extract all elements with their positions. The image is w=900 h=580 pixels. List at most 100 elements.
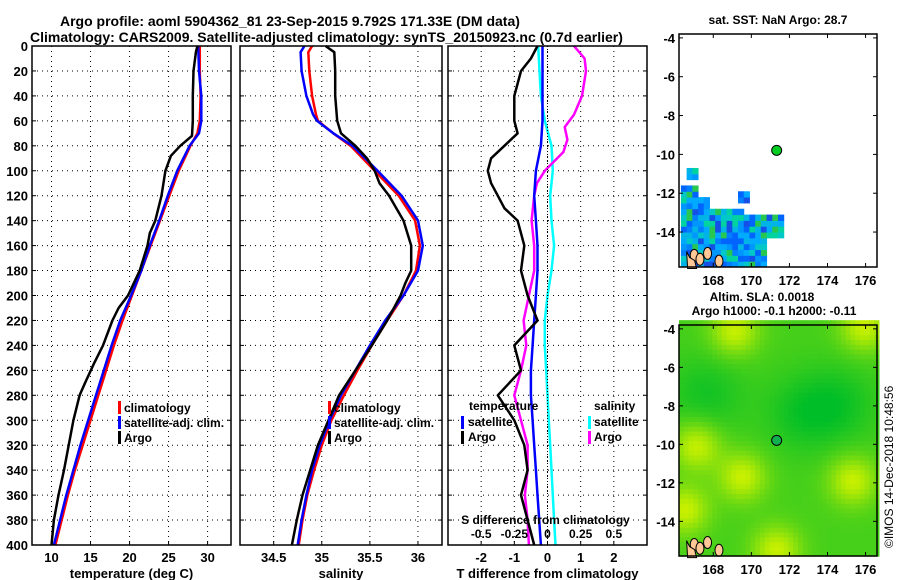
sla-cell bbox=[859, 349, 866, 355]
sla-cell bbox=[817, 387, 823, 393]
sla-cell bbox=[859, 551, 866, 557]
sla-cell bbox=[840, 325, 847, 331]
sla-cell bbox=[778, 373, 785, 379]
sla-cell bbox=[736, 536, 742, 543]
x-tick-label: 0 bbox=[544, 550, 551, 565]
sla-cell bbox=[788, 329, 794, 336]
sla-cell bbox=[759, 363, 766, 369]
sla-cell bbox=[831, 334, 837, 341]
sla-cell bbox=[850, 416, 856, 422]
sla-cell bbox=[774, 353, 780, 360]
sla-cell bbox=[850, 320, 856, 326]
sla-cell bbox=[826, 344, 832, 350]
sla-cell bbox=[717, 416, 723, 422]
legend-label-climatology: climatology bbox=[334, 401, 401, 415]
sla-cell bbox=[717, 363, 723, 369]
sla-cell bbox=[778, 488, 785, 495]
sla-cell bbox=[688, 512, 694, 519]
sla-cell bbox=[726, 474, 732, 480]
sla-cell bbox=[826, 435, 832, 442]
sla-cell bbox=[721, 488, 728, 495]
sla-cell bbox=[688, 426, 694, 432]
sst-cell bbox=[720, 255, 728, 262]
sla-cell bbox=[845, 349, 851, 355]
sla-cell bbox=[807, 493, 813, 499]
sla-cell bbox=[769, 368, 775, 374]
sla-cell bbox=[759, 387, 766, 393]
sla-cell bbox=[721, 363, 728, 369]
sla-cell bbox=[769, 546, 775, 552]
sla-cell bbox=[802, 546, 809, 552]
sla-cell bbox=[821, 421, 828, 427]
sla-cell bbox=[693, 464, 699, 470]
sla-cell bbox=[712, 459, 718, 466]
sla-cell bbox=[707, 445, 713, 451]
sla-cell bbox=[755, 454, 761, 461]
sla-cell bbox=[698, 334, 704, 341]
sla-cell bbox=[831, 421, 837, 427]
sla-cell bbox=[850, 536, 856, 543]
sla-cell bbox=[817, 430, 823, 437]
sla-cell bbox=[821, 507, 828, 514]
sla-cell bbox=[812, 435, 818, 442]
sst-cell bbox=[686, 243, 693, 251]
sla-cell bbox=[826, 464, 832, 470]
sla-cell bbox=[750, 488, 756, 495]
sla-cell bbox=[750, 363, 756, 369]
sla-cell bbox=[864, 382, 870, 389]
sla-cell bbox=[731, 440, 737, 446]
sla-cell bbox=[740, 522, 747, 528]
sla-cell bbox=[812, 464, 818, 470]
sla-cell bbox=[769, 349, 775, 355]
sla-cell bbox=[793, 430, 799, 437]
sla-cell bbox=[793, 483, 799, 490]
sla-cell bbox=[683, 527, 690, 533]
sla-cell bbox=[721, 454, 728, 461]
sla-cell bbox=[740, 397, 747, 403]
sla-cell bbox=[840, 406, 847, 413]
sla-cell bbox=[698, 411, 704, 418]
sst-cell bbox=[755, 220, 762, 227]
sla-cell bbox=[836, 454, 842, 461]
sla-cell bbox=[850, 426, 856, 432]
sla-cell bbox=[755, 469, 761, 475]
sst-cell bbox=[680, 202, 688, 210]
sla-cell bbox=[783, 349, 790, 355]
sla-cell bbox=[702, 479, 709, 485]
sla-cell bbox=[764, 527, 771, 533]
sla-cell bbox=[864, 406, 870, 413]
sla-cell bbox=[731, 479, 737, 485]
sla-cell bbox=[778, 522, 785, 528]
sla-cell bbox=[745, 498, 751, 504]
sla-cell bbox=[845, 440, 851, 446]
sla-cell bbox=[712, 382, 718, 389]
sla-cell bbox=[736, 411, 742, 418]
sla-cell bbox=[797, 493, 804, 499]
sla-cell bbox=[707, 440, 713, 446]
sla-cell bbox=[869, 329, 875, 336]
sla-cell bbox=[698, 397, 704, 403]
sla-cell bbox=[702, 527, 709, 533]
sla-cell bbox=[826, 416, 832, 422]
sla-cell bbox=[812, 416, 818, 422]
sla-cell bbox=[740, 474, 747, 480]
sla-cell bbox=[850, 334, 856, 341]
sla-cell bbox=[726, 531, 732, 538]
sla-cell bbox=[797, 329, 804, 336]
sla-cell bbox=[859, 411, 866, 418]
sst-cell bbox=[760, 249, 768, 256]
sla-cell bbox=[769, 498, 775, 504]
sla-cell bbox=[755, 344, 761, 350]
sla-cell bbox=[717, 454, 723, 461]
sla-cell bbox=[736, 421, 742, 427]
sla-cell bbox=[831, 479, 837, 485]
sla-cell bbox=[769, 541, 775, 547]
sla-cell bbox=[759, 483, 766, 490]
sla-cell bbox=[778, 363, 785, 369]
sla-cell bbox=[707, 397, 713, 403]
sla-cell bbox=[850, 493, 856, 499]
sla-cell bbox=[702, 531, 709, 538]
sst-cell bbox=[743, 191, 750, 198]
sla-cell bbox=[845, 551, 851, 557]
sla-cell bbox=[712, 426, 718, 432]
